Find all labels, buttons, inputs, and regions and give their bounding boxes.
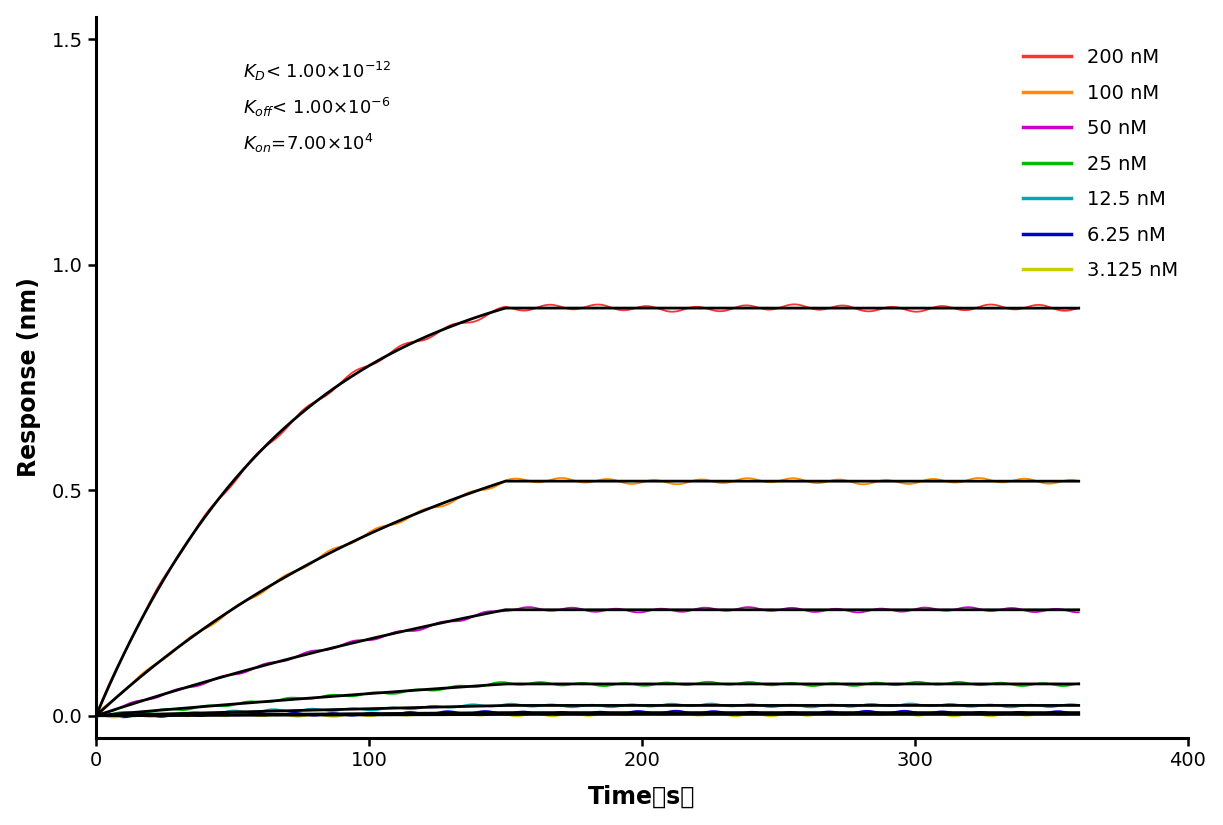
Legend: 200 nM, 100 nM, 50 nM, 25 nM, 12.5 nM, 6.25 nM, 3.125 nM: 200 nM, 100 nM, 50 nM, 25 nM, 12.5 nM, 6… [1022,48,1178,281]
Y-axis label: Response (nm): Response (nm) [17,277,40,478]
Text: $K_D$< 1.00×10$^{-12}$
$K_{off}$< 1.00×10$^{-6}$
$K_{on}$=7.00×10$^{4}$: $K_D$< 1.00×10$^{-12}$ $K_{off}$< 1.00×1… [243,60,391,154]
X-axis label: Time（s）: Time（s） [588,785,696,808]
